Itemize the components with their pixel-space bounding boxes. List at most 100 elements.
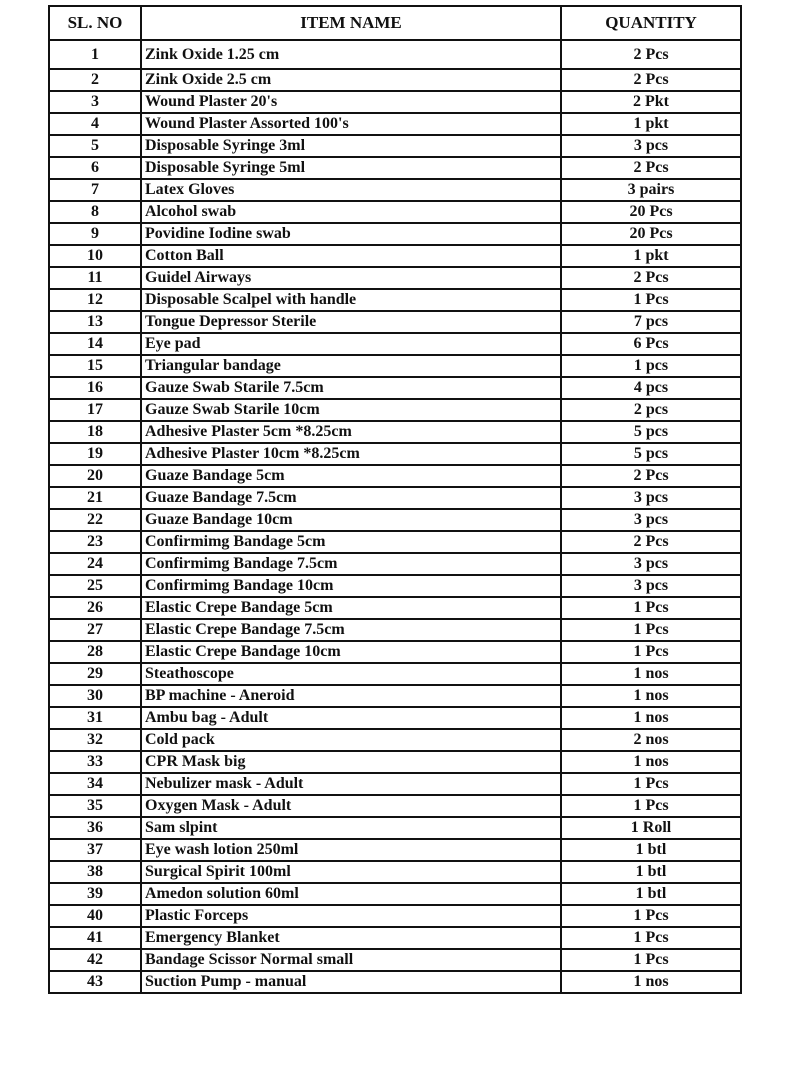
quantity-cell: 2 Pcs	[560, 464, 742, 488]
table-row: 37 Eye wash lotion 250ml 1 btl	[48, 838, 742, 862]
item-name-cell: Wound Plaster Assorted 100's	[140, 112, 562, 136]
item-name-cell: Confirmimg Bandage 5cm	[140, 530, 562, 554]
sl-no-cell: 16	[48, 376, 142, 400]
quantity-cell: 5 pcs	[560, 442, 742, 466]
sl-no-cell: 33	[48, 750, 142, 774]
quantity-cell: 1 Pcs	[560, 948, 742, 972]
item-name-cell: Guaze Bandage 10cm	[140, 508, 562, 532]
table-row: 26 Elastic Crepe Bandage 5cm 1 Pcs	[48, 596, 742, 620]
quantity-cell: 1 pcs	[560, 354, 742, 378]
sl-no-cell: 39	[48, 882, 142, 906]
quantity-cell: 1 Pcs	[560, 794, 742, 818]
sl-no-cell: 41	[48, 926, 142, 950]
table-row: 16 Gauze Swab Starile 7.5cm 4 pcs	[48, 376, 742, 400]
sl-no-cell: 30	[48, 684, 142, 708]
sl-no-cell: 12	[48, 288, 142, 312]
table-row: 41 Emergency Blanket 1 Pcs	[48, 926, 742, 950]
quantity-cell: 3 pairs	[560, 178, 742, 202]
table-row: 30 BP machine - Aneroid 1 nos	[48, 684, 742, 708]
sl-no-cell: 5	[48, 134, 142, 158]
quantity-cell: 20 Pcs	[560, 200, 742, 224]
table-row: 10 Cotton Ball 1 pkt	[48, 244, 742, 268]
quantity-cell: 2 Pcs	[560, 266, 742, 290]
quantity-cell: 3 pcs	[560, 552, 742, 576]
table-row: 3 Wound Plaster 20's 2 Pkt	[48, 90, 742, 114]
item-name-cell: Tongue Depressor Sterile	[140, 310, 562, 334]
quantity-cell: 20 Pcs	[560, 222, 742, 246]
item-name-cell: Guaze Bandage 5cm	[140, 464, 562, 488]
table-row: 39 Amedon solution 60ml 1 btl	[48, 882, 742, 906]
item-name-cell: Alcohol swab	[140, 200, 562, 224]
table-row: 36 Sam slpint 1 Roll	[48, 816, 742, 840]
sl-no-cell: 14	[48, 332, 142, 356]
quantity-cell: 1 pkt	[560, 244, 742, 268]
item-name-cell: Cold pack	[140, 728, 562, 752]
sl-no-cell: 4	[48, 112, 142, 136]
item-name-cell: Povidine Iodine swab	[140, 222, 562, 246]
table-row: 35 Oxygen Mask - Adult 1 Pcs	[48, 794, 742, 818]
sl-no-cell: 42	[48, 948, 142, 972]
table-row: 21 Guaze Bandage 7.5cm 3 pcs	[48, 486, 742, 510]
sl-no-cell: 40	[48, 904, 142, 928]
item-name-cell: Gauze Swab Starile 7.5cm	[140, 376, 562, 400]
sl-no-cell: 11	[48, 266, 142, 290]
item-name-cell: Cotton Ball	[140, 244, 562, 268]
item-name-cell: Triangular bandage	[140, 354, 562, 378]
items-table: SL. NO ITEM NAME QUANTITY 1 Zink Oxide 1.…	[48, 5, 742, 994]
item-name-cell: Eye pad	[140, 332, 562, 356]
quantity-cell: 3 pcs	[560, 508, 742, 532]
sl-no-cell: 19	[48, 442, 142, 466]
quantity-cell: 2 nos	[560, 728, 742, 752]
table-row: 23 Confirmimg Bandage 5cm 2 Pcs	[48, 530, 742, 554]
item-name-cell: Latex Gloves	[140, 178, 562, 202]
sl-no-cell: 21	[48, 486, 142, 510]
table-row: 8 Alcohol swab 20 Pcs	[48, 200, 742, 224]
item-name-cell: Steathoscope	[140, 662, 562, 686]
quantity-cell: 2 Pcs	[560, 39, 742, 70]
sl-no-cell: 23	[48, 530, 142, 554]
item-name-cell: Emergency Blanket	[140, 926, 562, 950]
table-row: 27 Elastic Crepe Bandage 7.5cm 1 Pcs	[48, 618, 742, 642]
sl-no-cell: 29	[48, 662, 142, 686]
sl-no-cell: 25	[48, 574, 142, 598]
item-name-cell: Disposable Scalpel with handle	[140, 288, 562, 312]
table-row: 20 Guaze Bandage 5cm 2 Pcs	[48, 464, 742, 488]
table-row: 22 Guaze Bandage 10cm 3 pcs	[48, 508, 742, 532]
quantity-cell: 5 pcs	[560, 420, 742, 444]
header-quantity: QUANTITY	[560, 5, 742, 41]
table-row: 38 Surgical Spirit 100ml 1 btl	[48, 860, 742, 884]
quantity-cell: 1 Pcs	[560, 288, 742, 312]
table-row: 42 Bandage Scissor Normal small 1 Pcs	[48, 948, 742, 972]
quantity-cell: 1 Pcs	[560, 640, 742, 664]
sl-no-cell: 27	[48, 618, 142, 642]
quantity-cell: 1 nos	[560, 662, 742, 686]
sl-no-cell: 17	[48, 398, 142, 422]
item-name-cell: Plastic Forceps	[140, 904, 562, 928]
item-name-cell: Disposable Syringe 3ml	[140, 134, 562, 158]
table-row: 25 Confirmimg Bandage 10cm 3 pcs	[48, 574, 742, 598]
item-name-cell: Ambu bag - Adult	[140, 706, 562, 730]
item-name-cell: Eye wash lotion 250ml	[140, 838, 562, 862]
item-name-cell: Elastic Crepe Bandage 5cm	[140, 596, 562, 620]
sl-no-cell: 9	[48, 222, 142, 246]
quantity-cell: 2 Pcs	[560, 530, 742, 554]
item-name-cell: Surgical Spirit 100ml	[140, 860, 562, 884]
sl-no-cell: 22	[48, 508, 142, 532]
quantity-cell: 3 pcs	[560, 486, 742, 510]
table-row: 33 CPR Mask big 1 nos	[48, 750, 742, 774]
quantity-cell: 1 btl	[560, 860, 742, 884]
table-row: 28 Elastic Crepe Bandage 10cm 1 Pcs	[48, 640, 742, 664]
table-row: 17 Gauze Swab Starile 10cm 2 pcs	[48, 398, 742, 422]
quantity-cell: 4 pcs	[560, 376, 742, 400]
sl-no-cell: 32	[48, 728, 142, 752]
table-row: 24 Confirmimg Bandage 7.5cm 3 pcs	[48, 552, 742, 576]
quantity-cell: 1 Pcs	[560, 596, 742, 620]
sl-no-cell: 37	[48, 838, 142, 862]
item-name-cell: Confirmimg Bandage 7.5cm	[140, 552, 562, 576]
quantity-cell: 1 Pcs	[560, 618, 742, 642]
quantity-cell: 1 Roll	[560, 816, 742, 840]
header-item-name: ITEM NAME	[140, 5, 562, 41]
quantity-cell: 1 Pcs	[560, 926, 742, 950]
quantity-cell: 1 nos	[560, 706, 742, 730]
sl-no-cell: 13	[48, 310, 142, 334]
